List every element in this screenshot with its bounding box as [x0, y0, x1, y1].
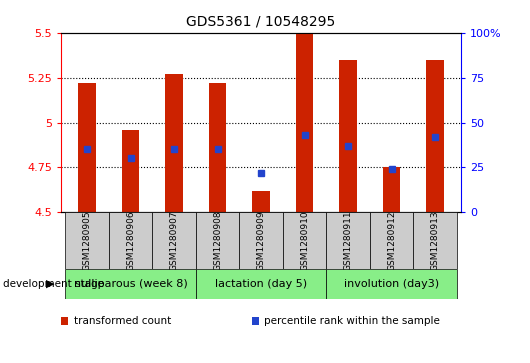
Title: GDS5361 / 10548295: GDS5361 / 10548295 [187, 15, 335, 29]
Bar [65, 269, 196, 299]
Bar [65, 212, 109, 269]
Text: ▶: ▶ [46, 279, 55, 289]
Bar [252, 191, 270, 212]
Bar [296, 34, 313, 212]
Bar [370, 212, 413, 269]
Bar [339, 60, 357, 212]
Text: GSM1280905: GSM1280905 [83, 210, 92, 271]
Text: GSM1280906: GSM1280906 [126, 210, 135, 271]
Text: GSM1280907: GSM1280907 [170, 210, 179, 271]
Text: GSM1280911: GSM1280911 [343, 210, 352, 271]
Bar [122, 130, 139, 212]
Text: GSM1280909: GSM1280909 [257, 210, 266, 271]
Text: GSM1280913: GSM1280913 [430, 210, 439, 271]
Bar [283, 212, 326, 269]
Bar [109, 212, 152, 269]
Bar [78, 83, 96, 212]
Bar [239, 212, 283, 269]
Text: percentile rank within the sample: percentile rank within the sample [264, 316, 440, 326]
Text: involution (day3): involution (day3) [344, 279, 439, 289]
Text: nulliparous (week 8): nulliparous (week 8) [74, 279, 188, 289]
Bar [413, 212, 457, 269]
Text: transformed count: transformed count [74, 316, 171, 326]
Bar [326, 269, 457, 299]
Text: GSM1280908: GSM1280908 [213, 210, 222, 271]
Bar [165, 74, 183, 212]
Bar [426, 60, 444, 212]
Bar [383, 167, 400, 212]
Bar [152, 212, 196, 269]
Bar [326, 212, 370, 269]
Bar [196, 269, 326, 299]
Text: GSM1280912: GSM1280912 [387, 210, 396, 271]
Text: lactation (day 5): lactation (day 5) [215, 279, 307, 289]
Bar [209, 83, 226, 212]
Text: GSM1280910: GSM1280910 [300, 210, 309, 271]
Text: development stage: development stage [3, 279, 104, 289]
Bar [196, 212, 239, 269]
